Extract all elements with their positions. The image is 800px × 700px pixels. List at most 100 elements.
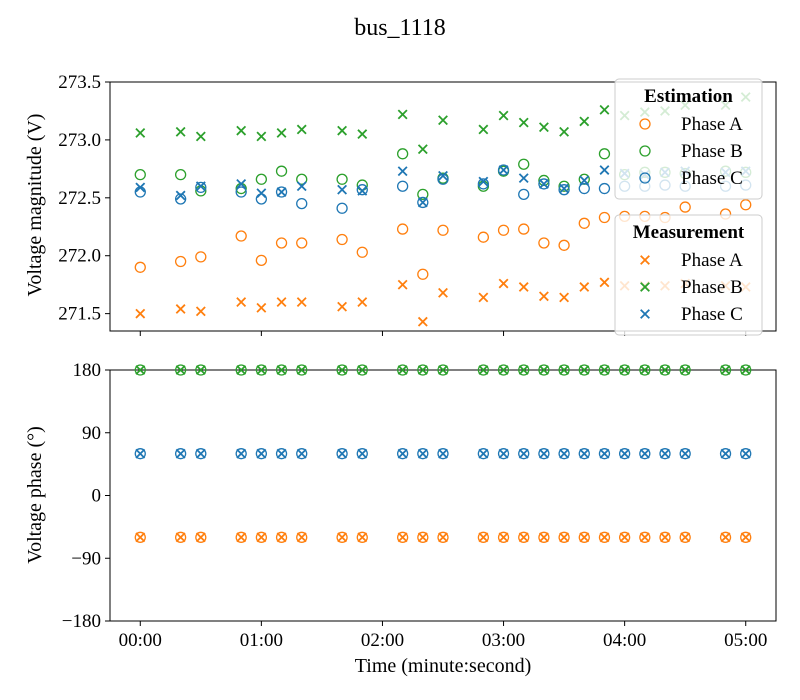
point-1-C-24-estimation [740, 448, 752, 460]
point-0-C-1-measurement [175, 190, 186, 201]
point-0-A-5-estimation [275, 237, 288, 249]
point-1-A-8-measurement [357, 532, 368, 543]
point-1-A-24-measurement [740, 532, 751, 543]
point-0-A-22-estimation [679, 201, 691, 213]
point-1-B-7-estimation [336, 364, 348, 376]
point-0-B-15-estimation [538, 174, 550, 187]
point-0-C-16-estimation [558, 184, 570, 196]
legend-title-1: Measurement [633, 222, 745, 243]
point-0-C-18-estimation [598, 182, 611, 195]
y-tick-label-1-2: 0 [92, 486, 102, 507]
point-0-B-14-estimation [518, 158, 530, 170]
point-1-C-18-estimation [598, 448, 611, 460]
point-1-B-14-measurement [518, 365, 529, 375]
point-0-C-12-estimation [477, 178, 490, 190]
y-tick-label-1-0: −180 [62, 611, 101, 632]
point-0-A-18-estimation [598, 211, 611, 224]
point-0-B-4-estimation [255, 173, 268, 185]
point-1-C-21-measurement [660, 448, 670, 459]
point-0-A-14-estimation [518, 223, 530, 235]
legend-marker-1-2 [640, 309, 650, 319]
point-1-C-17-measurement [579, 448, 590, 459]
point-0-C-9-measurement [397, 166, 408, 177]
y-tick-label-1-1: −90 [71, 548, 101, 569]
point-1-A-13-measurement [498, 532, 509, 543]
point-0-B-7-measurement [337, 125, 348, 136]
point-0-A-16-measurement [559, 292, 570, 303]
plot-frame-1 [109, 369, 777, 622]
point-0-C-11-measurement [438, 170, 448, 181]
point-0-B-16-estimation [558, 180, 570, 192]
point-0-B-10-estimation [417, 188, 429, 200]
point-1-C-0-estimation [134, 448, 146, 460]
legend-marker-0-2 [639, 172, 651, 184]
point-1-C-18-measurement [599, 448, 610, 459]
point-1-B-8-estimation [356, 364, 368, 376]
point-0-B-10-measurement [417, 144, 428, 155]
point-1-B-24-estimation [740, 364, 752, 376]
point-1-C-10-estimation [417, 448, 429, 460]
point-1-A-19-measurement [619, 532, 630, 543]
plot-layer: 271.5 272.0 272.5 273.0 273.5 −180 −90 0 90 180 00… [58, 72, 777, 651]
point-1-B-16-measurement [559, 365, 570, 375]
point-0-A-3-estimation [235, 230, 247, 242]
point-1-C-10-measurement [417, 448, 428, 459]
point-1-C-2-estimation [195, 448, 207, 460]
point-1-B-6-estimation [296, 364, 308, 376]
point-1-B-20-estimation [639, 364, 651, 376]
point-0-C-14-estimation [518, 188, 530, 200]
point-1-C-4-measurement [256, 448, 267, 459]
point-0-A-11-estimation [437, 224, 449, 236]
point-1-B-18-estimation [598, 364, 611, 376]
point-1-A-14-measurement [518, 532, 529, 543]
point-1-C-24-measurement [740, 448, 751, 459]
point-1-A-9-measurement [397, 532, 408, 543]
point-1-A-23-measurement [720, 532, 731, 543]
point-0-C-7-measurement [337, 184, 348, 195]
point-1-C-20-measurement [639, 448, 650, 459]
point-1-C-14-measurement [518, 448, 529, 459]
point-1-B-11-estimation [437, 364, 449, 376]
point-1-B-21-estimation [659, 364, 671, 376]
point-1-C-23-measurement [720, 448, 731, 459]
point-1-A-11-measurement [438, 532, 448, 543]
point-0-A-11-measurement [438, 287, 448, 298]
point-1-A-4-measurement [256, 532, 267, 543]
point-1-B-12-estimation [477, 364, 490, 376]
point-1-B-12-measurement [478, 365, 489, 375]
point-0-C-16-measurement [559, 183, 570, 194]
point-0-B-3-measurement [236, 125, 247, 136]
x-tick-label-4: 04:00 [603, 630, 646, 651]
point-0-C-3-measurement [236, 178, 247, 189]
point-1-A-13-estimation [497, 531, 510, 543]
point-1-B-20-measurement [639, 365, 650, 375]
point-1-B-18-measurement [599, 365, 610, 375]
point-1-A-16-estimation [558, 531, 570, 543]
point-1-B-15-measurement [538, 365, 549, 375]
legend-x: Measurement Phase A Phase B Phase C [614, 214, 763, 336]
point-0-C-17-measurement [579, 175, 590, 186]
point-0-A-13-estimation [497, 224, 510, 236]
point-1-A-2-measurement [195, 532, 206, 543]
legend-label-1-2: Phase C [681, 304, 743, 325]
point-1-B-19-measurement [619, 365, 630, 375]
point-1-C-17-estimation [578, 448, 590, 460]
point-0-A-1-measurement [175, 304, 186, 314]
legend-label-0-2: Phase C [681, 168, 743, 189]
legend-title-0: Estimation [644, 86, 733, 107]
point-1-B-21-measurement [660, 365, 670, 375]
point-1-A-18-estimation [598, 531, 611, 543]
point-0-A-15-measurement [538, 291, 549, 302]
point-1-A-12-measurement [478, 532, 489, 543]
point-1-A-18-measurement [599, 532, 610, 543]
point-0-C-11-estimation [437, 173, 449, 185]
point-1-C-9-measurement [397, 448, 408, 459]
y-tick-label-0-0: 271.5 [58, 304, 101, 325]
point-1-A-10-estimation [417, 531, 429, 543]
point-1-A-22-estimation [679, 531, 691, 543]
point-1-A-24-estimation [740, 531, 752, 543]
point-1-C-20-estimation [639, 448, 651, 460]
point-0-A-17-estimation [578, 217, 590, 229]
legend-marker-0-0 [639, 118, 651, 130]
point-0-A-2-measurement [195, 306, 206, 317]
